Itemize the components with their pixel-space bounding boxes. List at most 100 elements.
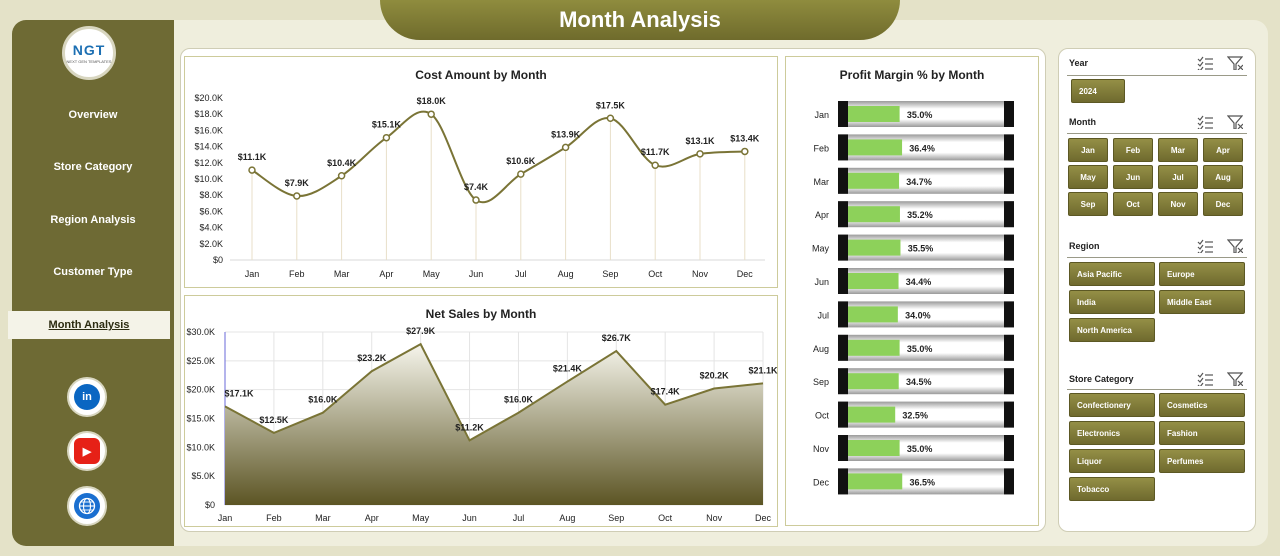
x-tick-label: Jan [245, 269, 260, 279]
margin-bar [848, 373, 899, 390]
store-btn-cosmetics[interactable]: Cosmetics [1159, 393, 1245, 417]
margin-data-label: 36.4% [909, 143, 935, 153]
y-tick-label: $5.0K [191, 471, 215, 481]
x-tick-label: Jun [462, 513, 477, 523]
category-label: Nov [813, 444, 830, 454]
sales-data-label: $11.2K [455, 422, 484, 432]
store-btn-liquor[interactable]: Liquor [1069, 449, 1155, 473]
nav-month-analysis[interactable]: Month Analysis [8, 311, 170, 339]
region-btn-asia-pacific[interactable]: Asia Pacific [1069, 262, 1155, 286]
bar-cap-left [838, 201, 848, 228]
month-btn-mar[interactable]: Mar [1158, 138, 1198, 162]
sales-data-label: $27.9K [406, 326, 436, 336]
clear-filter-icon[interactable] [1227, 372, 1243, 386]
multi-select-icon[interactable] [1197, 372, 1213, 386]
clear-filter-icon[interactable] [1227, 115, 1243, 129]
linkedin-glyph: in [74, 384, 100, 410]
x-tick-label: Jun [469, 269, 484, 279]
store-btn-fashion[interactable]: Fashion [1159, 421, 1245, 445]
bar-cap-left [838, 334, 848, 361]
nav-store-category[interactable]: Store Category [53, 161, 133, 173]
bar-cap-left [838, 468, 848, 495]
category-label: Jun [814, 277, 829, 287]
slicer-panel: Year 2024 Month Jan Feb Mar Apr May Jun Jul Aug… [1058, 48, 1256, 532]
category-label: Mar [814, 177, 830, 187]
margin-bar [848, 306, 898, 323]
margin-data-label: 34.7% [906, 177, 932, 187]
sales-area-chart: $0 $5.0K $10.0K $15.0K $20.0K $25.0K $30.0K Jan… [186, 326, 778, 523]
margin-data-label: 35.2% [907, 210, 933, 220]
region-btn-india[interactable]: India [1069, 290, 1155, 314]
sales-series-line [224, 342, 764, 442]
month-btn-jan[interactable]: Jan [1068, 138, 1108, 162]
month-btn-oct[interactable]: Oct [1113, 192, 1153, 216]
clear-filter-icon[interactable] [1227, 239, 1243, 253]
nav-region-analysis[interactable]: Region Analysis [50, 214, 136, 226]
bar-cap-right [1004, 368, 1014, 395]
nav-customer-type[interactable]: Customer Type [53, 266, 133, 278]
bar-cap-right [1004, 301, 1014, 328]
cost-data-label: $11.7K [641, 147, 670, 157]
x-tick-label: Dec [755, 513, 772, 523]
year-btn-2024[interactable]: 2024 [1071, 79, 1125, 103]
month-btn-feb[interactable]: Feb [1113, 138, 1153, 162]
linkedin-icon[interactable]: in [67, 377, 107, 417]
store-btn-perfumes[interactable]: Perfumes [1159, 449, 1245, 473]
sales-data-label: $21.4K [553, 364, 583, 374]
x-tick-label: Aug [559, 513, 575, 523]
store-btn-electronics[interactable]: Electronics [1069, 421, 1155, 445]
region-btn-north-america[interactable]: North America [1069, 318, 1155, 342]
month-btn-aug[interactable]: Aug [1203, 165, 1243, 189]
x-tick-label: Oct [658, 513, 673, 523]
store-btn-tobacco[interactable]: Tobacco [1069, 477, 1155, 501]
cost-point [606, 114, 615, 122]
y-tick-label: $4.0K [199, 223, 223, 233]
multi-select-icon[interactable] [1197, 56, 1213, 70]
sales-data-label: $16.0K [504, 395, 534, 405]
y-tick-label: $0 [213, 255, 223, 265]
region-btn-middle-east[interactable]: Middle East [1159, 290, 1245, 314]
x-tick-label: Feb [266, 513, 282, 523]
category-label: May [812, 244, 830, 254]
nav-overview[interactable]: Overview [68, 109, 118, 121]
bar-cap-left [838, 268, 848, 294]
month-btn-may[interactable]: May [1068, 165, 1108, 189]
margin-data-label: 34.4% [906, 277, 932, 287]
cost-data-label: $13.9K [551, 129, 581, 139]
cost-data-label: $7.4K [464, 182, 489, 192]
margin-bar [848, 106, 900, 122]
month-btn-jun[interactable]: Jun [1113, 165, 1153, 189]
page-title: Month Analysis [559, 7, 721, 32]
region-btn-europe[interactable]: Europe [1159, 262, 1245, 286]
x-tick-label: May [412, 513, 430, 523]
margin-bar [848, 339, 900, 356]
globe-icon[interactable] [67, 486, 107, 526]
bar-cap-right [1004, 101, 1014, 127]
x-tick-label: Nov [706, 513, 723, 523]
multi-select-icon[interactable] [1197, 239, 1213, 253]
month-btn-jul[interactable]: Jul [1158, 165, 1198, 189]
month-btn-sep[interactable]: Sep [1068, 192, 1108, 216]
cost-point [427, 110, 435, 118]
youtube-icon[interactable]: ▶ [67, 431, 107, 471]
sidebar: NGT NEXT GEN TEMPLATES Overview Store Ca… [8, 20, 174, 546]
category-label: Dec [813, 477, 830, 487]
cost-data-label: $7.9K [285, 178, 310, 188]
margin-data-label: 35.0% [907, 110, 933, 120]
sales-data-label: $20.2K [700, 371, 730, 381]
margin-bar [848, 440, 900, 456]
cost-point [651, 161, 659, 169]
bar-cap-left [838, 368, 848, 395]
month-btn-dec[interactable]: Dec [1203, 192, 1243, 216]
margin-data-label: 35.0% [907, 344, 933, 354]
store-btn-confectionery[interactable]: Confectionery [1069, 393, 1155, 417]
y-tick-label: $30.0K [186, 327, 215, 337]
clear-filter-icon[interactable] [1227, 56, 1243, 70]
cost-point [741, 147, 749, 156]
bar-cap-left [838, 435, 848, 461]
month-btn-apr[interactable]: Apr [1203, 138, 1243, 162]
cost-point [561, 143, 570, 152]
month-btn-nov[interactable]: Nov [1158, 192, 1198, 216]
multi-select-icon[interactable] [1197, 115, 1213, 129]
category-label: Sep [813, 377, 829, 387]
